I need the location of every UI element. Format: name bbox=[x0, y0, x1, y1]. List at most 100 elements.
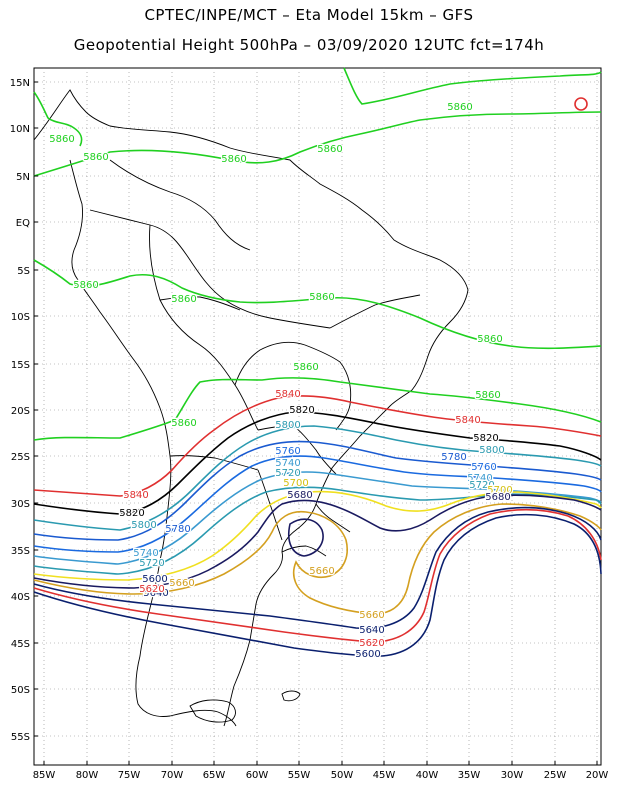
lat-tick-label: 50S bbox=[11, 685, 30, 696]
contour-label-5860: 5860 bbox=[475, 390, 500, 401]
lat-tick-label: 55S bbox=[11, 732, 30, 743]
contour-5780 bbox=[33, 440, 602, 541]
coastlines bbox=[33, 89, 469, 727]
contour-5840 bbox=[33, 395, 602, 497]
lon-tick-label: 65W bbox=[203, 770, 226, 781]
contour-label-5760: 5760 bbox=[275, 446, 300, 457]
contour-label-5740: 5740 bbox=[133, 548, 158, 559]
contour-5640 bbox=[33, 506, 602, 630]
contour-label-5660: 5660 bbox=[359, 610, 384, 621]
contour-label-5700: 5700 bbox=[283, 478, 308, 489]
small-high-circle bbox=[574, 97, 588, 111]
contour-5600 bbox=[33, 513, 602, 657]
contour-label-5640: 5640 bbox=[143, 588, 168, 599]
lat-tick-label: 10N bbox=[10, 124, 30, 135]
lat-tick-label: 40S bbox=[11, 592, 30, 603]
contour-5760 bbox=[33, 455, 602, 553]
lon-tick-label: 55W bbox=[288, 770, 311, 781]
contour-5680-low bbox=[288, 518, 324, 557]
contour-label-5720: 5720 bbox=[469, 480, 494, 491]
lat-tick-label: 25S bbox=[11, 452, 30, 463]
lat-tick-label: 10S bbox=[11, 312, 30, 323]
lon-tick-label: 70W bbox=[161, 770, 184, 781]
contour-label-5860: 5860 bbox=[447, 102, 472, 113]
contour-label-5860: 5860 bbox=[221, 154, 246, 165]
contour-label-5820: 5820 bbox=[289, 405, 314, 416]
geopotential-contours bbox=[33, 67, 602, 657]
lat-tick-label: 5S bbox=[17, 266, 30, 277]
contour-5820 bbox=[33, 411, 602, 515]
contour-label-5860: 5860 bbox=[49, 134, 74, 145]
map-title-line-2: Geopotential Height 500hPa – 03/09/2020 … bbox=[73, 36, 545, 54]
contour-label-5740: 5740 bbox=[467, 473, 492, 484]
lat-tick-label: 30S bbox=[11, 499, 30, 510]
contour-label-5860: 5860 bbox=[83, 152, 108, 163]
lat-tick-label: 45S bbox=[11, 639, 30, 650]
longitude-tick-labels: 85W 80W 75W 70W 65W 60W 55W 50W 45W 40W 35W 30W 25W 2… bbox=[33, 761, 609, 781]
contour-label-5660: 5660 bbox=[309, 566, 334, 577]
lat-tick-label: 20S bbox=[11, 406, 30, 417]
contour-5860-s1 bbox=[33, 259, 602, 350]
contour-label-5840: 5840 bbox=[275, 389, 300, 400]
lon-tick-label: 80W bbox=[76, 770, 99, 781]
contour-label-5780: 5780 bbox=[165, 524, 190, 535]
contour-label-5720: 5720 bbox=[275, 468, 300, 479]
contour-label-5860: 5860 bbox=[293, 362, 318, 373]
lon-tick-label: 20W bbox=[586, 770, 609, 781]
contour-5660 bbox=[33, 503, 602, 615]
map-frame bbox=[33, 67, 602, 766]
contour-label-5780: 5780 bbox=[441, 452, 466, 463]
lon-tick-label: 40W bbox=[416, 770, 439, 781]
lat-tick-label: EQ bbox=[16, 218, 30, 229]
lat-lon-grid bbox=[34, 68, 601, 765]
contour-5860-eq bbox=[33, 111, 602, 177]
contour-label-5800: 5800 bbox=[275, 420, 300, 431]
contour-label-5600: 5600 bbox=[355, 649, 380, 660]
contour-5860-nw bbox=[33, 91, 83, 147]
contour-label-5860: 5860 bbox=[73, 280, 98, 291]
contour-label-5800: 5800 bbox=[131, 520, 156, 531]
contour-5860-s2 bbox=[33, 377, 602, 441]
contour-label-5840: 5840 bbox=[123, 490, 148, 501]
contour-labels: 5860 5860 5860 5860 5860 5860 5860 5860 5860 5860… bbox=[48, 101, 514, 662]
lat-tick-label: 35S bbox=[11, 546, 30, 557]
contour-label-5820: 5820 bbox=[473, 433, 498, 444]
contour-label-5860: 5860 bbox=[309, 292, 334, 303]
lon-tick-label: 60W bbox=[246, 770, 269, 781]
lon-tick-label: 85W bbox=[33, 770, 56, 781]
contour-label-5720: 5720 bbox=[139, 558, 164, 569]
contour-5800 bbox=[33, 425, 602, 531]
lon-tick-label: 25W bbox=[544, 770, 567, 781]
contour-label-5640: 5640 bbox=[359, 625, 384, 636]
lon-tick-label: 35W bbox=[458, 770, 481, 781]
contour-label-5620: 5620 bbox=[139, 584, 164, 595]
lon-tick-label: 75W bbox=[118, 770, 141, 781]
contour-5860-north bbox=[343, 67, 602, 105]
contour-5700 bbox=[33, 490, 602, 581]
contour-label-5860: 5860 bbox=[477, 334, 502, 345]
contour-label-5860: 5860 bbox=[171, 294, 196, 305]
contour-label-5600: 5600 bbox=[142, 574, 167, 585]
contour-label-5860: 5860 bbox=[171, 418, 196, 429]
lat-tick-label: 15N bbox=[10, 78, 30, 89]
contour-5620 bbox=[33, 508, 602, 643]
contour-label-5700: 5700 bbox=[487, 485, 512, 496]
contour-label-5860: 5860 bbox=[317, 144, 342, 155]
contour-label-5680: 5680 bbox=[485, 492, 510, 503]
contour-5740 bbox=[33, 471, 602, 565]
lon-tick-label: 45W bbox=[373, 770, 396, 781]
lat-tick-label: 15S bbox=[11, 360, 30, 371]
contour-label-5680: 5680 bbox=[287, 490, 312, 501]
contour-label-5800: 5800 bbox=[479, 445, 504, 456]
contour-label-5740: 5740 bbox=[275, 458, 300, 469]
lon-tick-label: 50W bbox=[331, 770, 354, 781]
latitude-tick-labels: 15N 10N 5N EQ 5S 10S 15S 20S 25S 30S 35S 40S 45S 50S 5… bbox=[10, 78, 38, 743]
contour-label-5760: 5760 bbox=[471, 462, 496, 473]
map-title-line-1: CPTEC/INPE/MCT – Eta Model 15km – GFS bbox=[144, 6, 474, 24]
contour-label-5620: 5620 bbox=[359, 638, 384, 649]
contour-label-5660: 5660 bbox=[169, 578, 194, 589]
lon-tick-label: 30W bbox=[501, 770, 524, 781]
contour-label-5820: 5820 bbox=[119, 508, 144, 519]
contour-5680 bbox=[33, 494, 602, 589]
